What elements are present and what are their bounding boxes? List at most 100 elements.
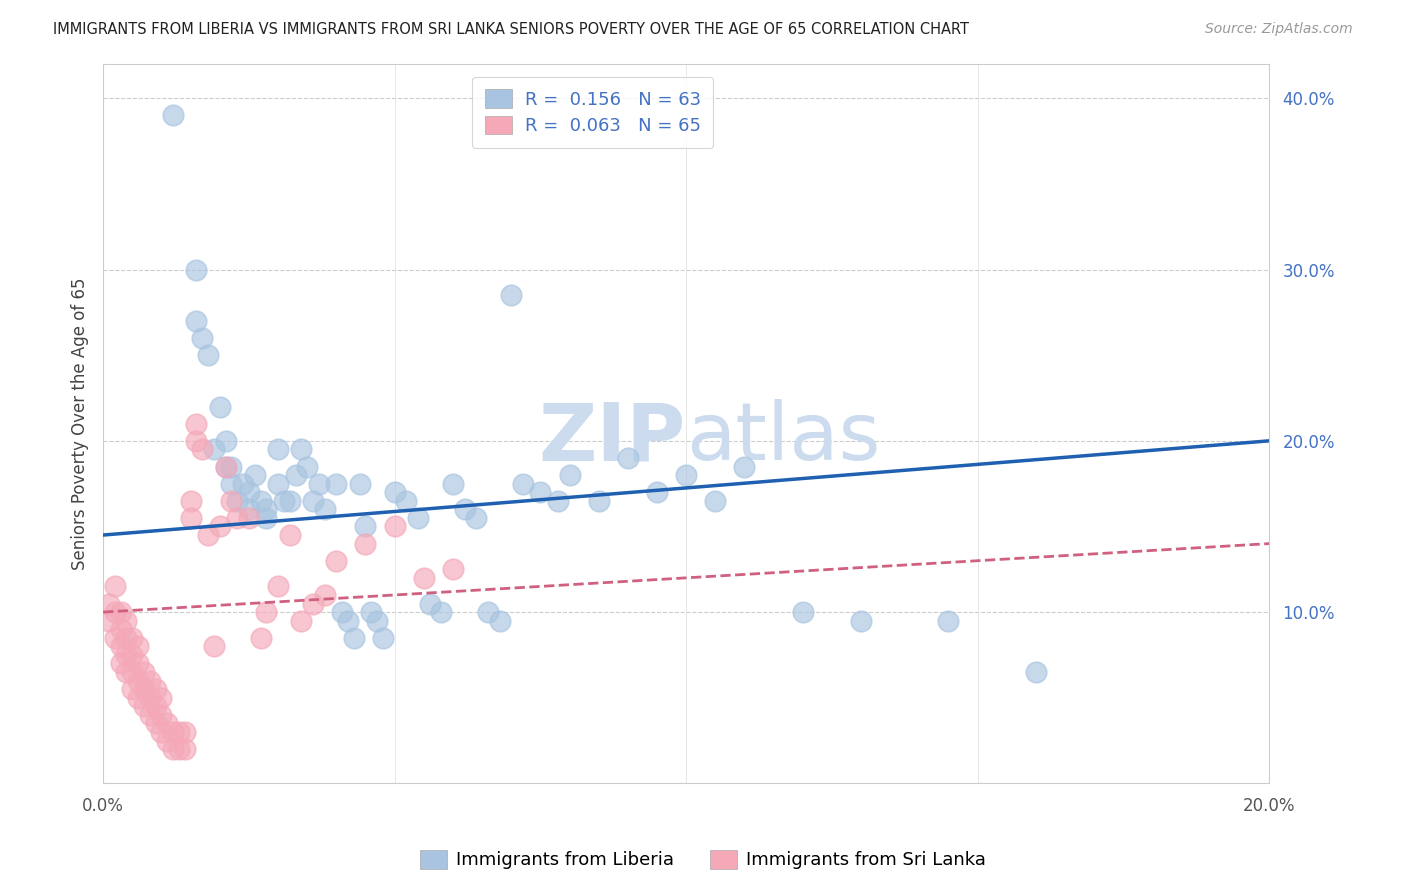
Point <box>202 640 225 654</box>
Point <box>139 707 162 722</box>
Point <box>197 528 219 542</box>
Point <box>453 502 475 516</box>
Y-axis label: Seniors Poverty Over the Age of 65: Seniors Poverty Over the Age of 65 <box>72 277 89 570</box>
Point <box>243 468 266 483</box>
Point <box>465 511 488 525</box>
Point <box>366 614 388 628</box>
Point <box>226 511 249 525</box>
Point <box>226 493 249 508</box>
Point <box>156 733 179 747</box>
Point <box>295 459 318 474</box>
Point <box>547 493 569 508</box>
Point <box>232 476 254 491</box>
Text: atlas: atlas <box>686 399 880 477</box>
Point <box>330 605 353 619</box>
Point <box>145 716 167 731</box>
Point <box>849 614 872 628</box>
Point <box>110 605 132 619</box>
Point <box>186 434 208 448</box>
Point <box>221 459 243 474</box>
Point <box>162 108 184 122</box>
Point <box>110 622 132 636</box>
Point <box>214 459 236 474</box>
Point <box>238 485 260 500</box>
Point <box>139 690 162 705</box>
Point <box>132 665 155 679</box>
Point <box>792 605 814 619</box>
Point <box>191 442 214 457</box>
Point <box>704 493 727 508</box>
Point <box>501 288 523 302</box>
Point <box>354 519 377 533</box>
Point <box>214 434 236 448</box>
Point <box>145 682 167 697</box>
Point <box>284 468 307 483</box>
Point <box>441 476 464 491</box>
Point <box>191 331 214 345</box>
Point <box>273 493 295 508</box>
Point <box>115 631 138 645</box>
Point <box>302 493 325 508</box>
Point <box>115 648 138 662</box>
Point <box>110 640 132 654</box>
Point <box>121 682 143 697</box>
Point <box>197 348 219 362</box>
Point <box>167 742 190 756</box>
Legend: Immigrants from Liberia, Immigrants from Sri Lanka: Immigrants from Liberia, Immigrants from… <box>411 841 995 879</box>
Point <box>238 511 260 525</box>
Point <box>290 442 312 457</box>
Point <box>733 459 755 474</box>
Point <box>180 511 202 525</box>
Text: ZIP: ZIP <box>538 399 686 477</box>
Text: IMMIGRANTS FROM LIBERIA VS IMMIGRANTS FROM SRI LANKA SENIORS POVERTY OVER THE AG: IMMIGRANTS FROM LIBERIA VS IMMIGRANTS FR… <box>53 22 969 37</box>
Point <box>173 742 195 756</box>
Point <box>314 588 336 602</box>
Point <box>104 631 127 645</box>
Point <box>395 493 418 508</box>
Point <box>208 400 231 414</box>
Point <box>267 476 290 491</box>
Point <box>127 673 149 688</box>
Point <box>430 605 453 619</box>
Point <box>371 631 394 645</box>
Point <box>221 476 243 491</box>
Point <box>202 442 225 457</box>
Point <box>221 493 243 508</box>
Point <box>162 742 184 756</box>
Point <box>406 511 429 525</box>
Point <box>156 716 179 731</box>
Point <box>267 442 290 457</box>
Point <box>254 605 277 619</box>
Point <box>419 597 441 611</box>
Point <box>529 485 551 500</box>
Point <box>214 459 236 474</box>
Point <box>441 562 464 576</box>
Point <box>938 614 960 628</box>
Point <box>675 468 697 483</box>
Point <box>173 725 195 739</box>
Point <box>121 648 143 662</box>
Point <box>104 579 127 593</box>
Point <box>132 682 155 697</box>
Point <box>254 511 277 525</box>
Point <box>343 631 366 645</box>
Point <box>477 605 499 619</box>
Point <box>384 519 406 533</box>
Point <box>249 493 271 508</box>
Point <box>127 690 149 705</box>
Point <box>336 614 359 628</box>
Point <box>186 417 208 431</box>
Point <box>150 725 173 739</box>
Point <box>360 605 382 619</box>
Point <box>121 631 143 645</box>
Point <box>325 476 347 491</box>
Point <box>97 597 120 611</box>
Point <box>412 571 434 585</box>
Point <box>349 476 371 491</box>
Point <box>314 502 336 516</box>
Point <box>104 605 127 619</box>
Point <box>186 314 208 328</box>
Point <box>238 502 260 516</box>
Point <box>139 673 162 688</box>
Point <box>278 493 301 508</box>
